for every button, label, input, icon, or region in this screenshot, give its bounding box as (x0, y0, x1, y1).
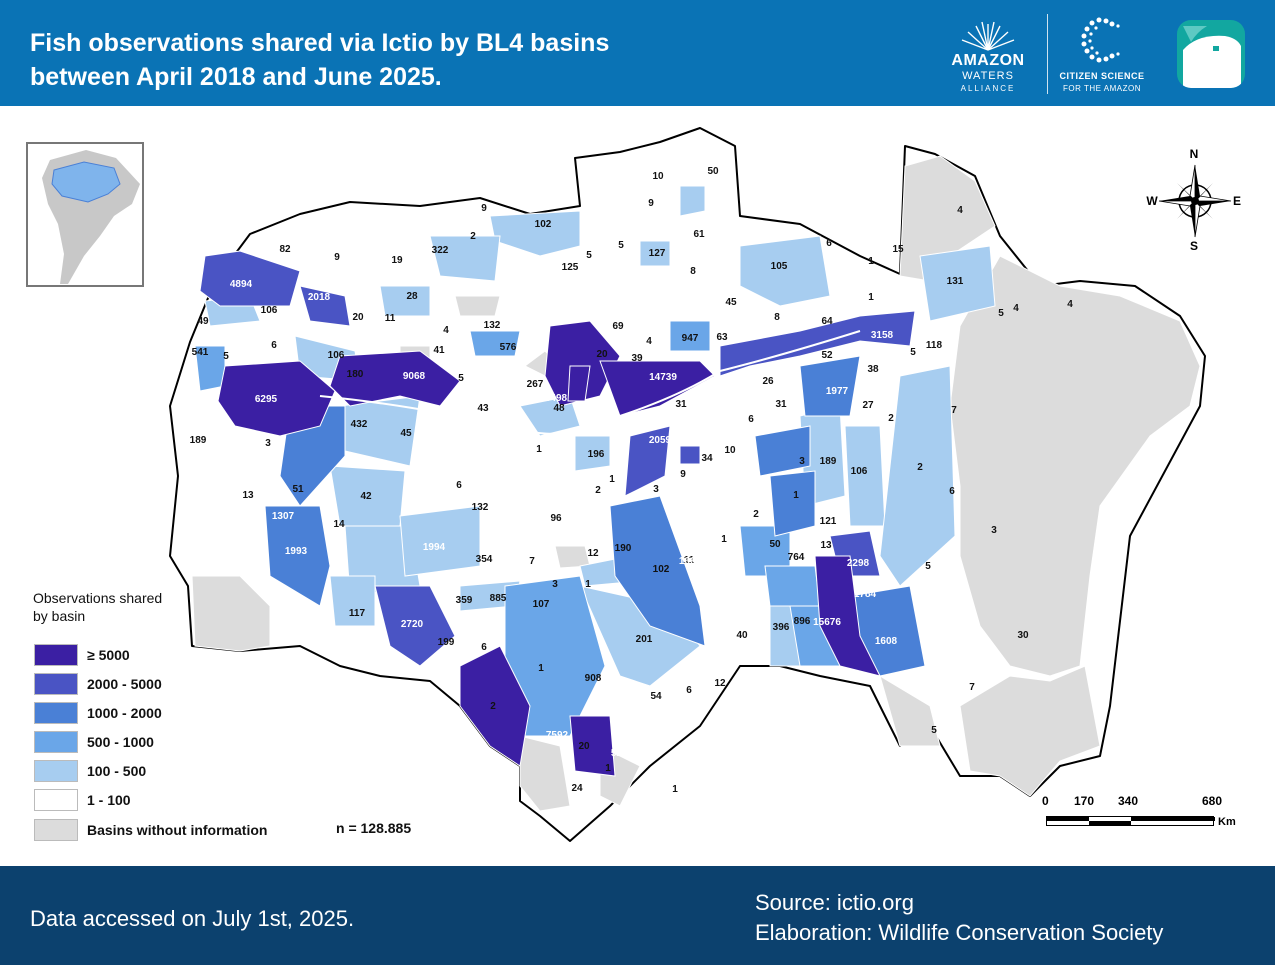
legend-swatch (34, 731, 78, 753)
legend-swatch (34, 673, 78, 695)
citizen-science-logo: CITIZEN SCIENCE FOR THE AMAZON (1052, 14, 1162, 94)
legend-swatch (34, 760, 78, 782)
scale-bar: 0 170 340 680 Km (1040, 794, 1250, 834)
legend-label: 2000 - 5000 (87, 676, 162, 692)
legend-label: 1 - 100 (87, 792, 131, 808)
basins-1000-2000 (264, 355, 926, 677)
source-credits: Source: ictio.org Elaboration: Wildlife … (755, 888, 1163, 948)
logo-citizen-science-word: CITIZEN SCIENCE (1059, 71, 1145, 81)
scale-unit: Km (1218, 816, 1236, 828)
amazon-waters-logo: AMAZON WATERS ALLIANCE (948, 14, 1038, 94)
basins-100-500 (204, 185, 996, 687)
compass-e: E (1233, 194, 1241, 208)
logo-for-amazon-word: FOR THE AMAZON (1063, 84, 1141, 93)
legend-swatch (34, 702, 78, 724)
legend-swatch (34, 644, 78, 666)
legend-label: 100 - 500 (87, 763, 147, 779)
footer-banner: Data accessed on July 1st, 2025. Source:… (0, 866, 1275, 965)
legend-label: 1000 - 2000 (87, 705, 162, 721)
compass-rose-icon: N S W E (1146, 147, 1241, 253)
legend-swatch (34, 789, 78, 811)
elaboration-line: Elaboration: Wildlife Conservation Socie… (755, 920, 1164, 945)
scale-tick-340: 340 (1118, 794, 1139, 808)
source-line: Source: ictio.org (755, 890, 914, 915)
title-line-2: between April 2018 and June 2025. (30, 63, 442, 91)
data-accessed-note: Data accessed on July 1st, 2025. (30, 906, 355, 931)
tree-fan-icon (961, 21, 1015, 51)
legend-label: Basins without information (87, 822, 268, 838)
legend-title-line-2: by basin (33, 608, 86, 624)
scale-tick-0: 0 (1042, 794, 1049, 808)
compass-s: S (1190, 239, 1198, 253)
basin-map (169, 127, 1206, 842)
title-line-1: Fish observations shared via Ictio by BL… (30, 29, 610, 57)
dotted-c-icon (1081, 17, 1120, 63)
legend-label: 500 - 1000 (87, 734, 154, 750)
map-area: N S W E 0 170 340 680 Km (0, 106, 1275, 866)
logo-amazon-word: AMAZON (951, 52, 1025, 69)
scale-tick-170: 170 (1074, 794, 1095, 808)
basins-500-1000 (194, 320, 846, 737)
fish-app-icon (1177, 20, 1245, 88)
map-title: Fish observations shared via Ictio by BL… (30, 26, 609, 94)
basins-over-5000 (217, 320, 881, 777)
total-observations: n = 128.885 (336, 820, 412, 836)
logo-divider (1047, 14, 1048, 94)
logo-waters-word: WATERS (962, 70, 1014, 82)
amazon-river (319, 330, 861, 435)
header-banner: Fish observations shared via Ictio by BL… (0, 0, 1275, 106)
legend-swatch (34, 819, 78, 841)
logo-alliance-word: ALLIANCE (960, 84, 1016, 93)
inset-locator-map (26, 142, 144, 287)
compass-w: W (1146, 194, 1158, 208)
scale-tick-680: 680 (1202, 794, 1223, 808)
legend-title: Observations shared by basin (33, 589, 162, 625)
compass-n: N (1190, 147, 1199, 161)
legend-label: ≥ 5000 (87, 647, 130, 663)
legend-title-line-1: Observations shared (33, 590, 163, 606)
